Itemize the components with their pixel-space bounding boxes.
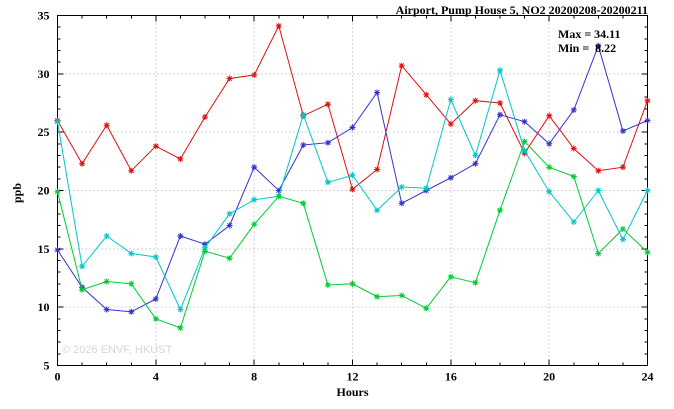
chart-title: Airport, Pump House 5, NO2 20200208-2020… <box>395 3 648 17</box>
y-tick-label: 15 <box>38 242 50 256</box>
y-tick-label: 25 <box>38 125 50 139</box>
x-axis-label: Hours <box>336 385 369 399</box>
x-tick-label: 12 <box>347 370 359 384</box>
x-tick-label: 8 <box>251 370 257 384</box>
y-tick-label: 10 <box>38 300 50 314</box>
max-annotation: Max = 34.11 <box>558 27 621 41</box>
y-tick-label: 20 <box>38 184 50 198</box>
y-tick-label: 5 <box>44 359 50 373</box>
y-tick-label: 35 <box>38 9 50 23</box>
y-tick-label: 30 <box>38 67 50 81</box>
x-tick-label: 24 <box>642 370 654 384</box>
x-tick-label: 0 <box>55 370 61 384</box>
x-tick-label: 16 <box>445 370 457 384</box>
tick-labels: 5 10 15 20 25 30 35 0 4 8 12 16 20 24 <box>38 9 654 384</box>
x-tick-label: 20 <box>543 370 555 384</box>
min-annotation: Min = 8.22 <box>558 41 617 55</box>
series-blue-markers <box>54 42 651 315</box>
max-min-annotation: Max = 34.11 Min = 8.22 <box>558 27 621 55</box>
y-axis-label: ppb <box>10 182 24 203</box>
watermark: © 2026 ENVF, HKUST <box>62 344 173 356</box>
x-tick-label: 4 <box>153 370 159 384</box>
series-green-markers <box>54 138 651 331</box>
series-cyan-markers <box>54 67 651 313</box>
